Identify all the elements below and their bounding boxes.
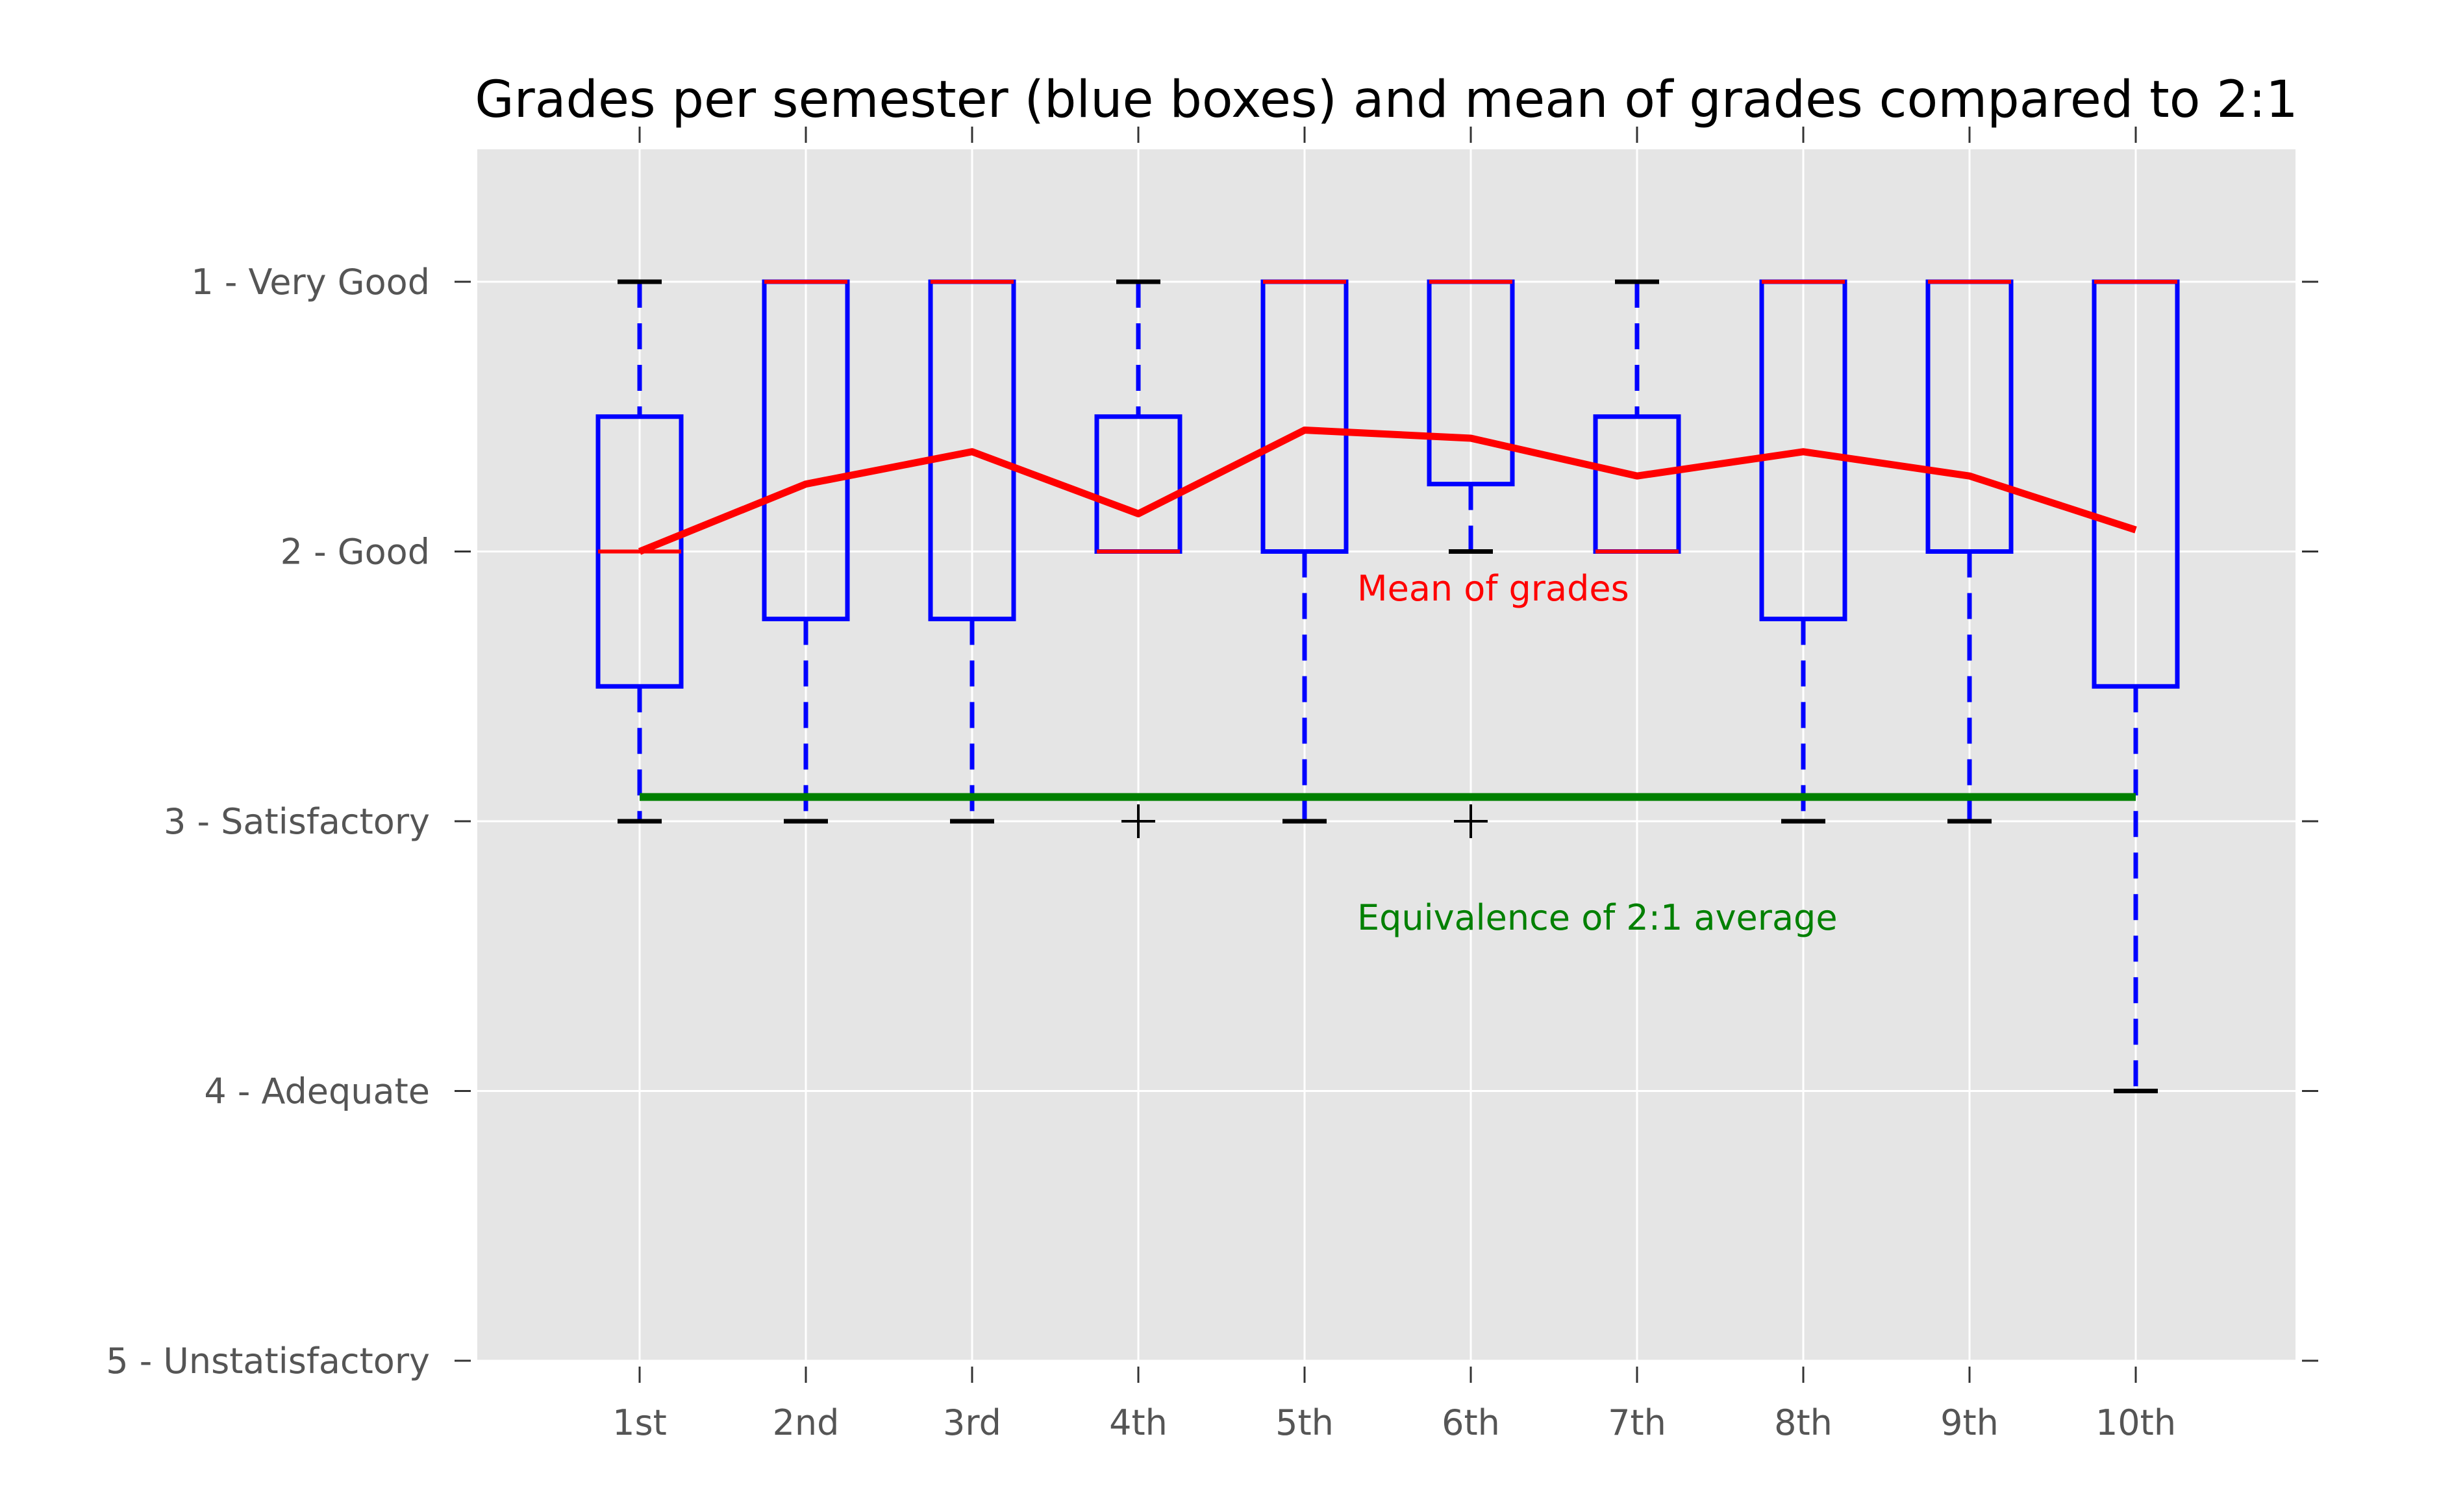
box-plots bbox=[595, 279, 2180, 1093]
mean-line bbox=[638, 427, 2137, 555]
xtick-label: 3rd bbox=[943, 1402, 1001, 1443]
ytick-label: 1 - Very Good bbox=[191, 262, 430, 303]
series-layer bbox=[638, 427, 2137, 801]
xtick-label: 6th bbox=[1442, 1402, 1500, 1443]
ytick-label: 4 - Adequate bbox=[204, 1071, 430, 1112]
xtick-label: 1st bbox=[612, 1402, 667, 1443]
xtick-label: 4th bbox=[1109, 1402, 1168, 1443]
annotation-equivalence-2-1: Equivalence of 2:1 average bbox=[1357, 897, 1838, 938]
xtick-label: 5th bbox=[1275, 1402, 1334, 1443]
ytick-label: 2 - Good bbox=[281, 532, 430, 573]
axis-ticks bbox=[455, 127, 2318, 1383]
xtick-label: 10th bbox=[2095, 1402, 2176, 1443]
chart-title: Grades per semester (blue boxes) and mea… bbox=[475, 71, 2298, 129]
xtick-label: 7th bbox=[1608, 1402, 1666, 1443]
ytick-label: 5 - Unstatisfactory bbox=[106, 1341, 430, 1382]
xtick-label: 2nd bbox=[773, 1402, 840, 1443]
ytick-label: 3 - Satisfactory bbox=[164, 801, 430, 842]
plot-area bbox=[477, 149, 2295, 1360]
xtick-label: 8th bbox=[1774, 1402, 1832, 1443]
tick-labels: 1 - Very Good 2 - Good 3 - Satisfactory 4 -… bbox=[106, 262, 2176, 1443]
xtick-label: 9th bbox=[1940, 1402, 1999, 1443]
annotation-mean-of-grades: Mean of grades bbox=[1357, 568, 1629, 609]
